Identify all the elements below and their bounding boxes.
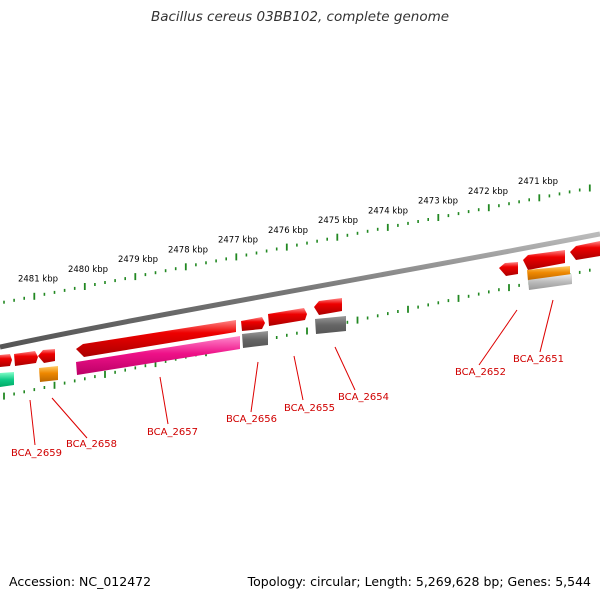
scale-label: 2481 kbp <box>18 275 58 285</box>
scale-label: 2472 kbp <box>468 187 508 197</box>
gene-labels: BCA_2651 BCA_2652 BCA_2654 BCA_2655 BCA_… <box>11 354 564 459</box>
gene-arrow[interactable] <box>241 317 265 331</box>
gene-label[interactable]: BCA_2654 <box>338 392 389 403</box>
gene-label[interactable]: BCA_2652 <box>455 367 506 378</box>
gene-block[interactable] <box>242 331 268 348</box>
scale-label: 2473 kbp <box>418 197 458 207</box>
gene-label[interactable]: BCA_2655 <box>284 403 335 414</box>
gene-arrow[interactable] <box>14 351 38 366</box>
gene-arrow[interactable] <box>0 354 12 367</box>
scale-label: 2471 kbp <box>518 177 558 187</box>
gene-block[interactable] <box>76 336 240 375</box>
gene-arrow[interactable] <box>76 320 236 357</box>
gene-label[interactable]: BCA_2656 <box>226 414 277 425</box>
scale-label: 2479 kbp <box>118 255 158 265</box>
outer-scale-track <box>3 184 591 304</box>
reverse-strand <box>0 266 572 387</box>
gene-arrow[interactable] <box>314 298 342 315</box>
scale-labels: 2471 kbp 2472 kbp 2473 kbp 2474 kbp 2475 kbp… <box>18 177 558 285</box>
gene-arrow[interactable] <box>38 349 55 363</box>
map-title: Bacillus cereus 03BB102, complete genome <box>150 9 450 25</box>
scale-label: 2478 kbp <box>168 245 208 255</box>
gene-arrow[interactable] <box>268 308 307 326</box>
gene-label[interactable]: BCA_2657 <box>147 427 198 438</box>
gene-block[interactable] <box>315 316 346 334</box>
gene-block[interactable] <box>39 366 58 382</box>
gene-block[interactable] <box>528 274 572 290</box>
gene-label[interactable]: BCA_2651 <box>513 354 564 365</box>
scale-label: 2475 kbp <box>318 216 358 226</box>
scale-label: 2480 kbp <box>68 265 108 275</box>
genome-summary: Topology: circular; Length: 5,269,628 bp… <box>247 574 591 589</box>
scale-label: 2474 kbp <box>368 206 408 216</box>
gene-label[interactable]: BCA_2658 <box>66 439 117 450</box>
gene-arrow[interactable] <box>523 250 565 270</box>
genome-backbone <box>0 231 600 350</box>
forward-strand <box>0 241 600 367</box>
accession-text: Accession: NC_012472 <box>9 574 152 589</box>
gene-arrow[interactable] <box>570 241 600 260</box>
gene-label[interactable]: BCA_2659 <box>11 448 62 459</box>
gene-arrow[interactable] <box>499 262 518 276</box>
gene-block[interactable] <box>0 372 14 387</box>
scale-label: 2477 kbp <box>218 236 258 246</box>
label-leaders <box>29 299 554 446</box>
scale-label: 2476 kbp <box>268 226 308 236</box>
